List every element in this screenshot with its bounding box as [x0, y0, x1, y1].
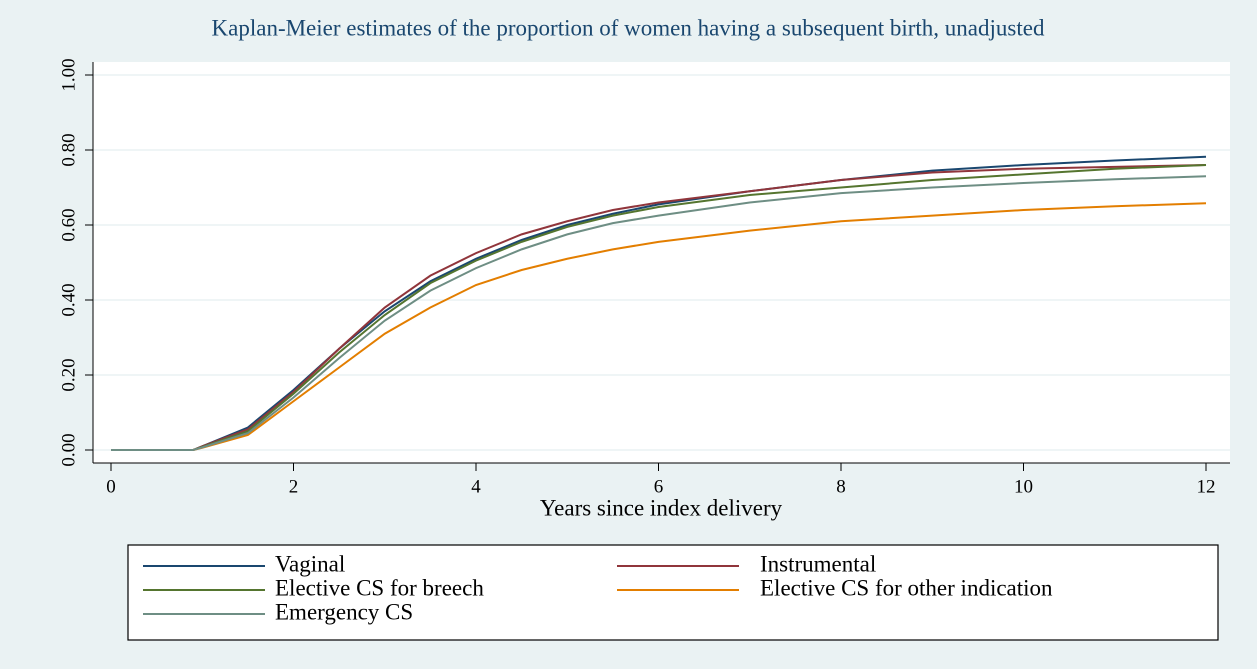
chart-title: Kaplan-Meier estimates of the proportion… — [212, 15, 1045, 40]
legend-label: Emergency CS — [275, 599, 413, 624]
x-tick-label: 0 — [106, 476, 116, 497]
x-tick-label: 10 — [1014, 476, 1033, 497]
series-line — [111, 164, 1207, 451]
y-tick-label: 0.00 — [58, 433, 79, 466]
y-tick-label: 0.20 — [58, 358, 79, 391]
x-tick-label: 4 — [471, 476, 481, 497]
y-tick-label: 0.60 — [58, 208, 79, 241]
series-line — [111, 202, 1207, 451]
y-tick-label: 0.40 — [58, 283, 79, 316]
plot-area — [93, 62, 1230, 463]
legend-label: Vaginal — [275, 551, 345, 576]
series-line — [111, 155, 1207, 451]
y-tick-label: 0.80 — [58, 133, 79, 166]
x-tick-label: 8 — [836, 476, 846, 497]
legend-label: Elective CS for breech — [275, 575, 484, 600]
x-tick-label: 2 — [289, 476, 299, 497]
x-tick-label: 6 — [654, 476, 664, 497]
legend-label: Instrumental — [760, 551, 876, 576]
x-axis-label: Years since index delivery — [540, 495, 783, 520]
legend-label: Elective CS for other indication — [760, 575, 1053, 600]
x-tick-label: 12 — [1197, 476, 1216, 497]
y-tick-label: 1.00 — [58, 58, 79, 91]
series-line — [111, 164, 1207, 451]
legend — [127, 544, 1219, 641]
series-line — [111, 175, 1207, 451]
